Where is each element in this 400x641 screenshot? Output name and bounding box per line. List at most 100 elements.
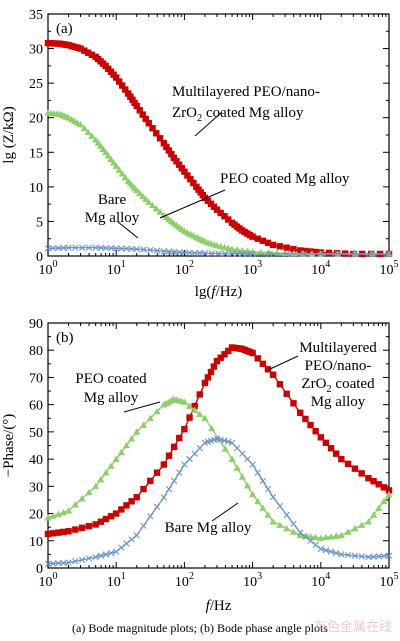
y-tick-label: 70 [29, 371, 43, 386]
data-point [290, 249, 298, 257]
data-point [259, 360, 267, 368]
data-point [217, 436, 224, 443]
x-tick-label: 105 [380, 259, 399, 278]
data-point [107, 513, 115, 520]
series-annotation: PEO coated [75, 371, 147, 387]
data-point [139, 111, 146, 118]
series-annotation: Bare Mg alloy [165, 520, 252, 536]
annotation-leader [211, 502, 239, 522]
x-tick-label: 104 [311, 259, 330, 278]
data-point [85, 244, 93, 251]
data-point [221, 213, 228, 220]
data-point [78, 244, 86, 251]
data-point [276, 502, 284, 510]
data-point [351, 552, 359, 559]
data-point [181, 168, 188, 175]
x-tick-label: 102 [175, 571, 194, 590]
data-point [163, 143, 170, 151]
data-point [78, 494, 86, 502]
data-point [283, 390, 290, 397]
data-point [140, 522, 147, 529]
data-point [92, 521, 99, 528]
data-point [187, 176, 194, 183]
data-point [153, 130, 160, 137]
data-point [344, 551, 352, 559]
data-point [85, 488, 93, 496]
data-point [165, 248, 173, 255]
data-point [133, 186, 141, 194]
x-tick-label: 104 [311, 571, 330, 590]
data-point [186, 455, 193, 463]
y-tick-label: 20 [29, 508, 43, 523]
data-point [176, 434, 183, 442]
series [44, 344, 393, 538]
data-point [147, 477, 154, 485]
data-point [327, 548, 335, 555]
data-point [118, 245, 125, 252]
data-point [152, 205, 160, 212]
data-point [365, 553, 372, 561]
data-point [222, 250, 229, 257]
data-point [307, 421, 314, 429]
data-point [221, 351, 228, 358]
data-point [225, 216, 232, 223]
data-point [333, 549, 340, 557]
data-point [368, 250, 376, 258]
data-point [306, 533, 315, 540]
data-point [107, 549, 115, 557]
data-point [81, 47, 88, 54]
data-point [234, 445, 241, 452]
data-point [44, 560, 52, 568]
data-point [254, 469, 261, 476]
data-point [196, 445, 203, 452]
data-point [312, 541, 319, 549]
data-point [225, 438, 232, 445]
data-point [49, 512, 57, 519]
data-point [217, 354, 224, 361]
data-point [239, 450, 246, 457]
annotation-leader [117, 221, 139, 239]
data-point [297, 529, 304, 536]
data-point [49, 560, 57, 567]
data-point [244, 250, 251, 258]
series-annotation: ZrO2 coated [301, 376, 375, 395]
data-point [322, 547, 330, 554]
data-point [147, 513, 154, 520]
data-point [259, 237, 267, 244]
data-point [153, 469, 161, 476]
data-point [107, 462, 115, 469]
y-tick-label: 5 [36, 215, 43, 230]
data-point [92, 482, 100, 490]
data-point [191, 406, 199, 413]
data-point [317, 534, 325, 541]
y-tick-label: 80 [29, 344, 43, 359]
data-point [228, 250, 236, 257]
data-point [375, 481, 382, 488]
series-annotation: Multilayered [299, 340, 377, 356]
data-point [178, 164, 185, 172]
data-point [84, 128, 92, 136]
series-annotation: Mg alloy [311, 394, 366, 410]
data-point [112, 162, 120, 169]
data-point [118, 170, 126, 177]
panel-label: (b) [56, 330, 74, 346]
data-point [269, 494, 277, 501]
data-point [145, 120, 152, 127]
data-point [156, 135, 164, 142]
data-point [65, 559, 72, 566]
data-point [109, 159, 118, 166]
data-point [269, 518, 277, 525]
data-point [44, 245, 52, 252]
data-point [170, 248, 178, 256]
data-point [77, 45, 84, 52]
data-point [338, 455, 345, 463]
data-point [312, 248, 319, 256]
data-point [210, 363, 218, 370]
data-point [351, 524, 359, 532]
data-point [133, 245, 140, 253]
data-point [165, 147, 173, 154]
data-point [234, 250, 241, 257]
data-point [351, 250, 359, 258]
data-point [249, 461, 256, 468]
